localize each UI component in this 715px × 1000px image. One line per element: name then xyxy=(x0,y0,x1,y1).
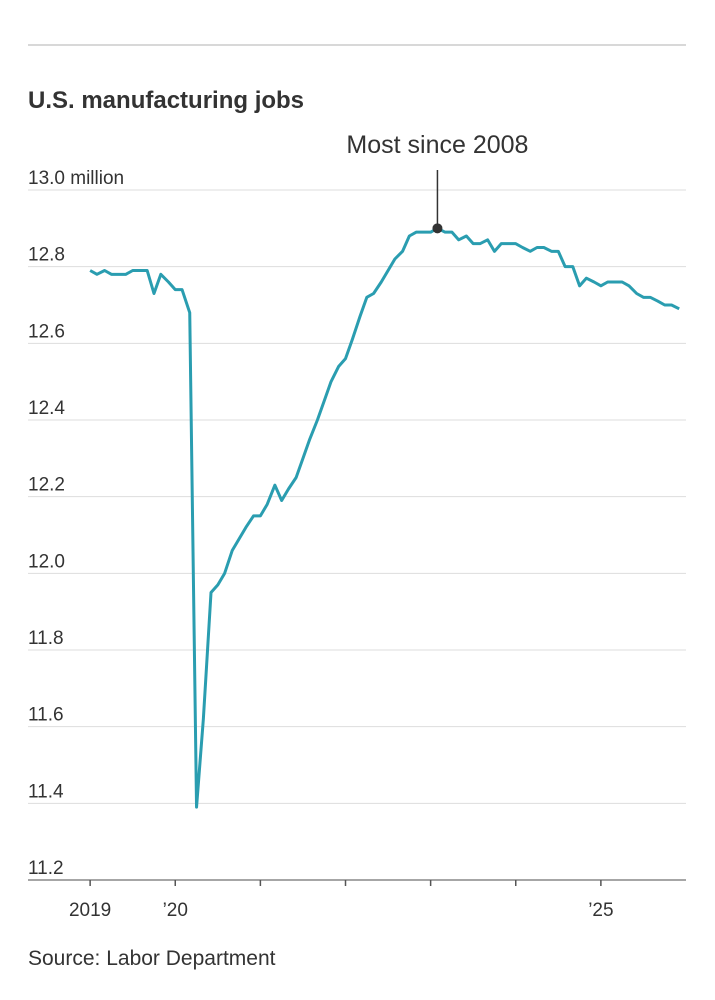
y-tick-label: 11.8 xyxy=(28,628,64,649)
x-tick-label: ’20 xyxy=(163,900,188,921)
y-tick-label: 11.6 xyxy=(28,705,64,726)
y-tick-label: 11.4 xyxy=(28,781,64,802)
chart-title: U.S. manufacturing jobs xyxy=(28,87,304,114)
x-tick-label: 2019 xyxy=(69,900,111,921)
y-tick-label: 12.2 xyxy=(28,475,65,496)
y-tick-label: 12.8 xyxy=(28,245,65,266)
annotation: Most since 2008 xyxy=(346,131,528,159)
annotation-point xyxy=(432,223,443,234)
x-tick-label: ’25 xyxy=(588,900,613,921)
y-tick-label: 12.4 xyxy=(28,398,65,419)
line xyxy=(89,226,680,809)
y-tick-label: 13.0 million xyxy=(28,168,124,189)
y-tick-label: 12.6 xyxy=(28,321,65,342)
source: Source: Labor Department xyxy=(28,947,276,970)
y-tick-label: 12.0 xyxy=(28,551,65,572)
y-tick-label: 11.2 xyxy=(28,858,64,879)
